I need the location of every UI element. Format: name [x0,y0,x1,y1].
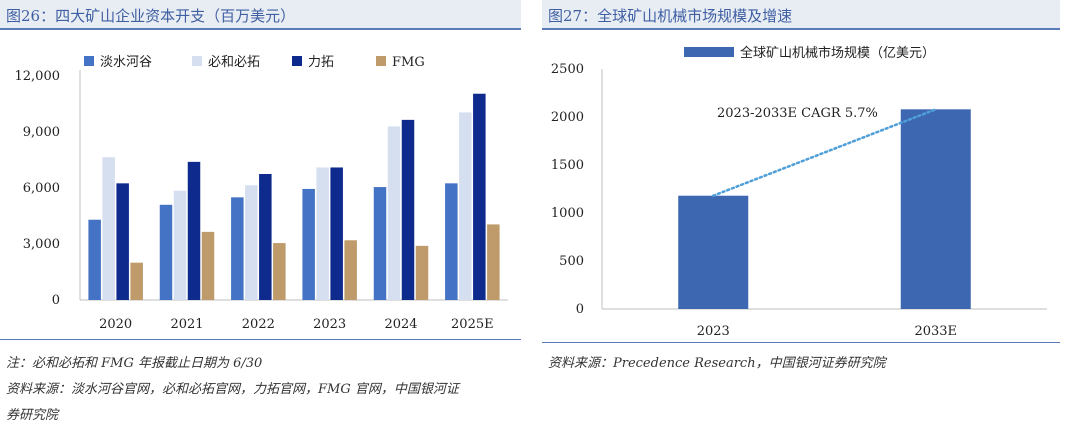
y-tick-label: 3,000 [23,237,60,252]
cagr-trend-line [712,108,937,197]
bar-4-2021 [201,231,215,300]
y-tick-label: 0 [576,302,584,317]
bar-3-2022 [259,174,272,300]
bar-2-2023 [316,167,329,300]
y-tick-label: 500 [559,254,584,269]
bar-1-2023 [302,188,315,300]
x-tick-label: 2023 [697,324,730,337]
bar-1-2021 [159,204,173,300]
legend-swatch-market [684,47,734,57]
right-chart-title-bar: 图27：全球矿山机械市场规模及增速 [542,0,1060,30]
bar-3-2024 [401,119,415,300]
legend-swatch-1 [84,56,94,66]
left-source-line2: 券研究院 [6,408,59,423]
bar-2-2025E [459,112,472,301]
x-tick-label: 2025E [451,317,494,332]
bar-4-2025E [487,224,500,300]
bar-2-2021 [173,190,187,300]
y-tick-label: 1000 [551,206,584,221]
market-size-bar-chart: 全球矿山机械市场规模（亿美元） 0 500 1000 1500 2000 2500 2023 2… [551,45,1047,337]
right-chart-title: 图27：全球矿山机械市场规模及增速 [548,7,793,25]
bar-4-2023 [344,240,357,300]
x-tick-label: 2021 [170,317,203,332]
x-tick-label: 2024 [384,317,417,332]
bar-4-2022 [273,243,286,300]
capex-bar-chart: 淡水河谷 必和必拓 力拓 FMG 0 3,000 6,000 9,000 12,000 2020 2… [15,55,508,332]
y-tick-label: 9,000 [23,125,60,140]
legend-label-1: 淡水河谷 [100,55,152,70]
left-chart-panel: 图26：四大矿山企业资本开支（百万美元） 淡水河谷 必和必拓 力拓 FMG 0 3,000… [0,0,521,429]
right-source: 资料来源：Precedence Research，中国银河证券研究院 [548,356,886,371]
left-note: 注：必和必拓和 FMG 年报截止日期为 6/30 [6,356,263,371]
left-chart-title: 图26：四大矿山企业资本开支（百万美元） [6,7,296,25]
bar-1-2024 [373,187,387,300]
legend-swatch-2 [192,56,202,66]
bar-4-2020 [130,262,143,300]
x-tick-label: 2023 [313,317,346,332]
left-bottom-rule [0,339,521,340]
right-bottom-rule [542,342,1060,343]
bar-3-2023 [330,167,343,300]
bar-3-2025E [473,93,486,300]
legend-swatch-4 [376,56,386,66]
right-chart-panel: 图27：全球矿山机械市场规模及增速 全球矿山机械市场规模（亿美元） 0 500 100… [542,0,1060,429]
bar-3-2020 [116,183,129,300]
bar-1-2025E [445,183,458,300]
y-tick-label: 2000 [551,110,584,125]
bar-3-2021 [187,161,201,300]
y-tick-label: 6,000 [23,181,60,196]
bar-2-2022 [245,185,258,300]
legend-label-2: 必和必拓 [208,55,260,70]
cagr-annotation: 2023-2033E CAGR 5.7% [717,106,878,121]
bar-market-2023 [678,195,749,309]
y-tick-label: 0 [52,293,60,308]
x-tick-label: 2033E [914,324,957,337]
bar-2-2024 [387,126,401,301]
bar-2-2020 [102,157,115,300]
left-source-line1: 资料来源：淡水河谷官网，必和必拓官网，力拓官网，FMG 官网，中国银河证 [6,382,459,397]
y-tick-label: 1500 [551,158,584,173]
legend-label-market: 全球矿山机械市场规模（亿美元） [740,45,935,61]
left-chart-title-bar: 图26：四大矿山企业资本开支（百万美元） [0,0,521,30]
legend-swatch-3 [292,56,302,66]
bar-market-2033E [900,109,971,309]
bar-4-2024 [415,245,429,300]
bar-1-2022 [231,197,244,300]
legend-label-3: 力拓 [308,55,334,70]
x-tick-label: 2022 [242,317,275,332]
y-tick-label: 2500 [551,62,584,77]
x-tick-label: 2020 [99,317,132,332]
bar-1-2020 [88,219,101,300]
legend-label-4: FMG [392,55,425,70]
y-tick-label: 12,000 [15,69,61,84]
